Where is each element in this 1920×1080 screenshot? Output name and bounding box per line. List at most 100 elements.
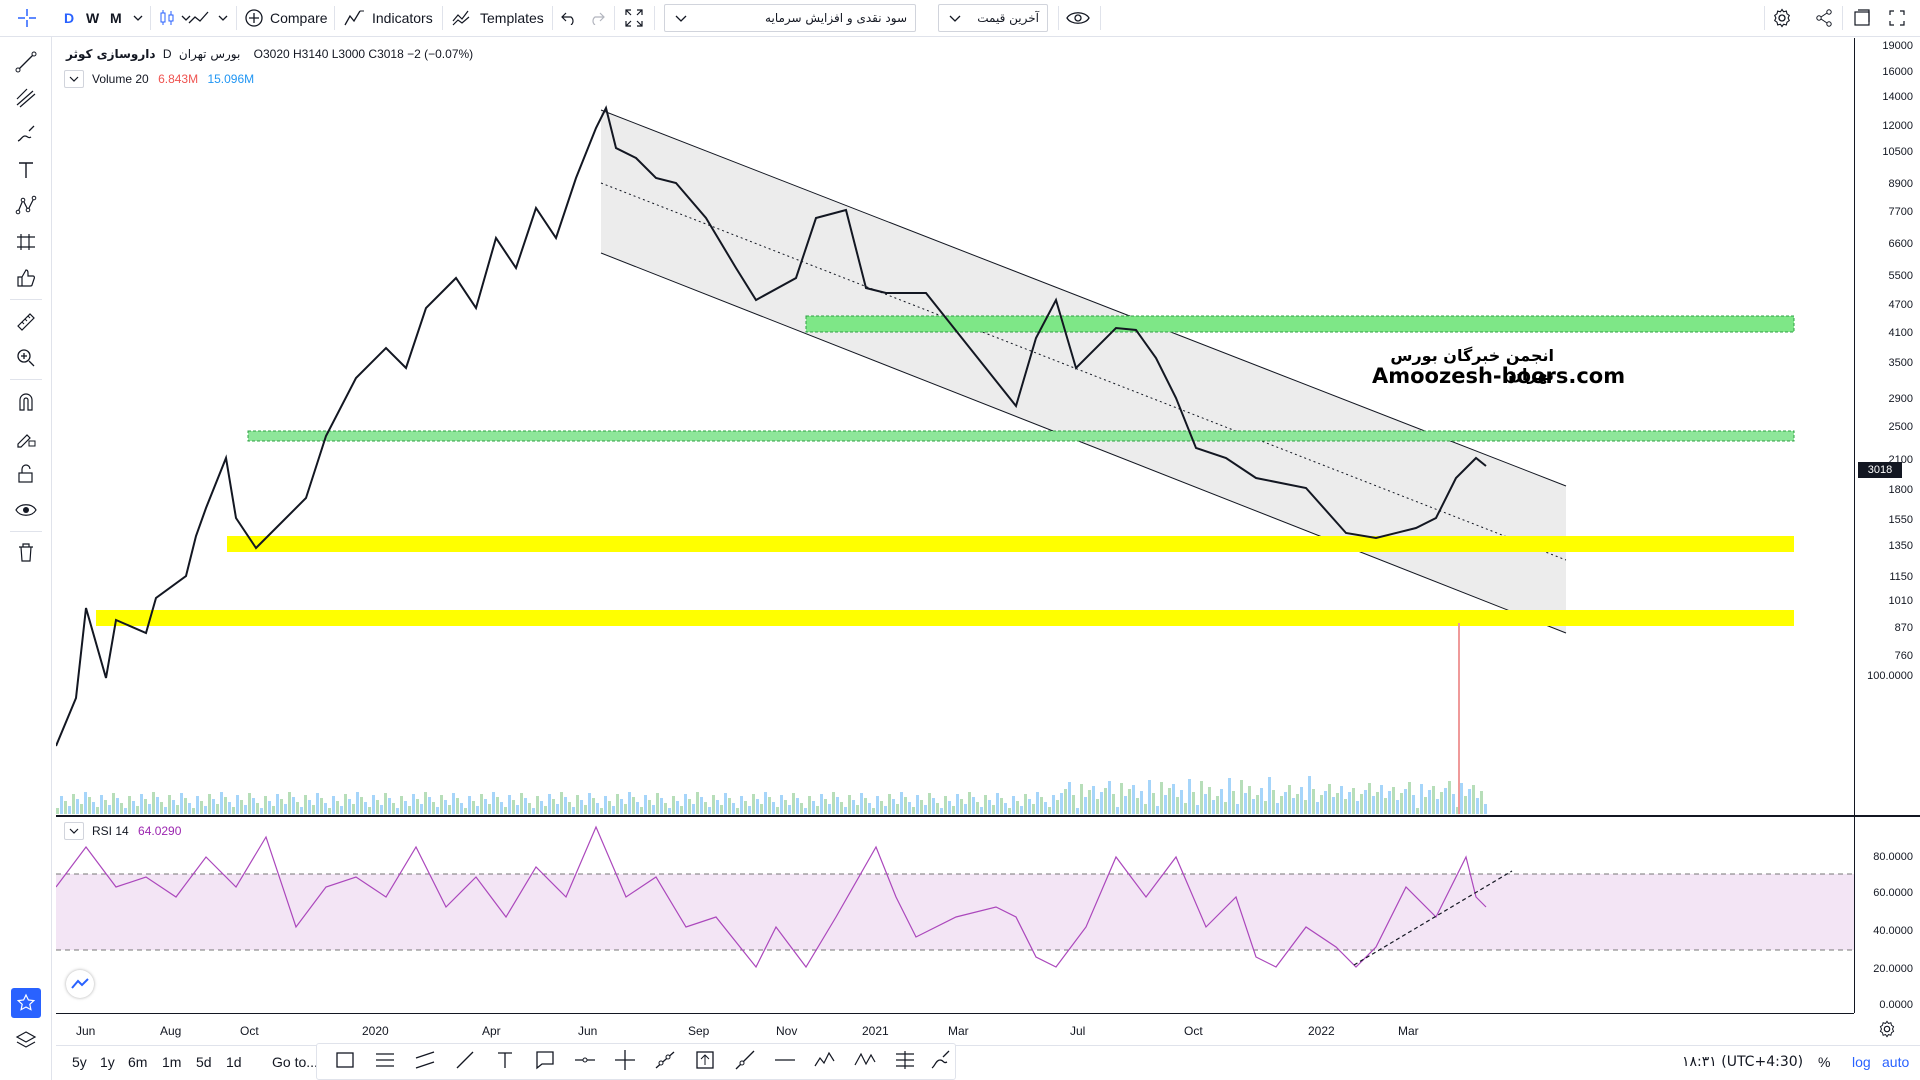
interval-m-button[interactable]: M: [110, 10, 122, 26]
price-axis[interactable]: 19000 16000 14000 12000 10500 8900 7700 6600 550…: [1854, 38, 1920, 816]
zoom-in-icon[interactable]: [11, 343, 41, 373]
volume-bar: [928, 793, 931, 814]
magnet-icon[interactable]: [11, 387, 41, 417]
range-6m-button[interactable]: 6m: [128, 1054, 148, 1070]
eye-icon[interactable]: [11, 495, 41, 525]
prediction-tool-icon[interactable]: [11, 227, 41, 257]
range-5d-button[interactable]: 5d: [196, 1054, 212, 1070]
range-5y-button[interactable]: 5y: [72, 1054, 87, 1070]
lock-drawing-pencil-icon[interactable]: [11, 423, 41, 453]
volume-bar: [672, 796, 675, 814]
long-position-icon[interactable]: [893, 1048, 921, 1076]
trash-icon[interactable]: [11, 537, 41, 567]
adjustment-select[interactable]: سود نقدی و افزایش سرمایه: [664, 4, 916, 32]
favorites-star-icon[interactable]: [11, 988, 41, 1018]
parallel-lines-icon[interactable]: [373, 1048, 401, 1076]
volume-bar: [436, 807, 439, 814]
volume-bar: [328, 808, 331, 814]
thumbs-up-icon[interactable]: [11, 263, 41, 293]
auto-scale-button[interactable]: auto: [1882, 1054, 1910, 1070]
ray-tool-icon[interactable]: [653, 1048, 681, 1076]
extended-line-icon[interactable]: [733, 1048, 761, 1076]
compare-button[interactable]: Compare: [244, 0, 328, 36]
candles-chart-type-icon[interactable]: [158, 0, 176, 36]
pattern-tool-icon[interactable]: [11, 191, 41, 221]
rectangle-tool-icon[interactable]: [333, 1048, 361, 1076]
range-1m-button[interactable]: 1m: [162, 1054, 182, 1070]
snapshot-icon[interactable]: [1852, 0, 1872, 36]
divider: [10, 531, 42, 532]
interval-d-button[interactable]: D: [64, 10, 75, 26]
range-1y-button[interactable]: 1y: [100, 1054, 115, 1070]
symbol-legend[interactable]: داروسازی کوثر D بورس تهران O3020 H3140 L…: [66, 47, 473, 61]
channel-tool-icon[interactable]: [413, 1048, 441, 1076]
volume-legend[interactable]: Volume 20 6.843M 15.096M: [92, 72, 254, 86]
volume-collapse-button[interactable]: [64, 70, 84, 88]
volume-bar: [756, 799, 759, 814]
eye-icon[interactable]: [1066, 0, 1090, 36]
volume-bar: [1140, 791, 1143, 814]
fib-retracement-icon[interactable]: [11, 83, 41, 113]
volume-bar: [60, 796, 63, 814]
interval-dropdown-chevron-down-icon[interactable]: [133, 0, 143, 36]
cross-line-icon[interactable]: [613, 1048, 641, 1076]
settings-gear-icon[interactable]: [1772, 0, 1792, 36]
rsi-axis[interactable]: 80.0000 60.0000 40.0000 20.0000 0.0000: [1854, 817, 1920, 1013]
volume-bar: [772, 802, 775, 814]
rsi-legend[interactable]: RSI 14 64.0290: [92, 824, 181, 838]
volume-bar: [640, 807, 643, 814]
elliott-wave-icon[interactable]: [813, 1048, 841, 1076]
volume-bar: [1480, 791, 1483, 814]
price-series: [56, 105, 1487, 747]
volume-bar: [68, 806, 71, 814]
trend-line-icon[interactable]: [11, 47, 41, 77]
volume-bar: [1316, 802, 1319, 814]
line-chart-type-icon[interactable]: [188, 0, 210, 36]
fullscreen-icon[interactable]: [624, 0, 644, 36]
callout-tool-icon[interactable]: [533, 1048, 561, 1076]
rsi-collapse-button[interactable]: [64, 822, 84, 840]
pane-separator[interactable]: [56, 815, 1920, 817]
undo-icon[interactable]: [560, 0, 578, 36]
volume-bar: [148, 804, 151, 814]
volume-bar: [1296, 794, 1299, 814]
time-axis[interactable]: Jun Aug Oct 2020 Apr Jun Sep Nov 2021 Mar Jul Oct 20…: [56, 1013, 1854, 1045]
log-scale-button[interactable]: log: [1852, 1054, 1871, 1070]
interval-w-button[interactable]: W: [86, 10, 100, 26]
horizontal-ray-icon[interactable]: [573, 1048, 601, 1076]
chevron-down-icon: [675, 15, 687, 22]
range-1d-button[interactable]: 1d: [226, 1054, 242, 1070]
chart-type-chevron-down-icon[interactable]: [181, 0, 191, 36]
price-chart-pane[interactable]: [56, 38, 1854, 816]
unlock-icon[interactable]: [11, 459, 41, 489]
brush-tool-icon[interactable]: [929, 1048, 957, 1076]
price-range-icon[interactable]: [693, 1048, 721, 1076]
clock-timezone[interactable]: ۱۸:۳۱ (UTC+4:30): [1682, 1054, 1804, 1070]
volume-bar: [936, 803, 939, 814]
rsi-pane[interactable]: [56, 817, 1854, 1013]
redo-icon[interactable]: [588, 0, 606, 36]
volume-bar: [116, 798, 119, 814]
volume-bar: [272, 806, 275, 814]
axis-settings-gear-icon[interactable]: [1878, 1020, 1896, 1041]
text-tool-icon[interactable]: [11, 155, 41, 185]
crosshair-tool-icon[interactable]: [14, 0, 40, 36]
chart-type-2-chevron-down-icon[interactable]: [218, 0, 228, 36]
ruler-icon[interactable]: [11, 307, 41, 337]
text-tool-icon[interactable]: [493, 1048, 521, 1076]
goto-button[interactable]: Go to...: [272, 1054, 318, 1070]
volume-bar: [1136, 798, 1139, 814]
expand-icon[interactable]: [1888, 0, 1906, 36]
xabcd-pattern-icon[interactable]: [853, 1048, 881, 1076]
line-tool-icon[interactable]: [453, 1048, 481, 1076]
horizontal-line-icon[interactable]: [773, 1048, 801, 1076]
percent-scale-button[interactable]: %: [1818, 1054, 1831, 1070]
share-icon[interactable]: [1814, 0, 1834, 36]
indicators-button[interactable]: Indicators: [344, 0, 433, 36]
brush-icon[interactable]: [11, 119, 41, 149]
templates-button[interactable]: Templates: [452, 0, 544, 36]
price-axis-tick: 100.0000: [1867, 670, 1913, 682]
price-source-select[interactable]: آخرین قیمت: [938, 4, 1048, 32]
volume-bar: [888, 794, 891, 814]
object-tree-layers-icon[interactable]: [11, 1025, 41, 1055]
